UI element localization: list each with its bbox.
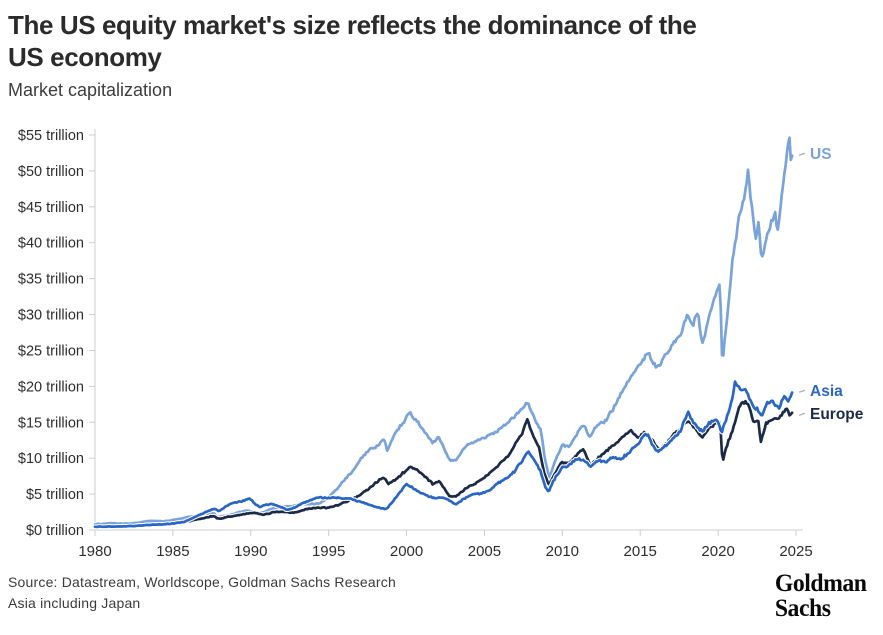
chart-series bbox=[92, 135, 795, 530]
source-line-1: Source: Datastream, Worldscope, Goldman … bbox=[8, 574, 396, 590]
x-tick-label: 1980 bbox=[78, 543, 111, 560]
y-axis-ticks: $0 trillion $5 trillion $10 trillion $15 tr… bbox=[18, 128, 95, 539]
x-tick-label: 1985 bbox=[156, 543, 189, 560]
x-tick-label: 2005 bbox=[468, 543, 501, 560]
chart-footer: Source: Datastream, Worldscope, Goldman … bbox=[8, 570, 867, 622]
asia-series-line bbox=[93, 380, 794, 529]
y-tick-label: $5 trillion bbox=[26, 487, 84, 503]
y-tick-label: $40 trillion bbox=[18, 236, 84, 252]
y-tick-label: $50 trillion bbox=[18, 164, 84, 180]
goldman-sachs-logo: Goldman Sachs bbox=[775, 570, 867, 622]
x-tick-label: 1990 bbox=[234, 543, 267, 560]
us-line-casing bbox=[92, 135, 795, 527]
y-tick-label: $10 trillion bbox=[18, 451, 84, 467]
chart-subtitle: Market capitalization bbox=[8, 79, 173, 100]
y-tick-label: $35 trillion bbox=[18, 272, 84, 288]
europe-label-leader-mark bbox=[798, 412, 806, 416]
y-tick-label: $30 trillion bbox=[18, 308, 84, 324]
us-label-leader-mark bbox=[798, 152, 806, 156]
europe-series-line bbox=[93, 399, 794, 529]
y-tick-label: $25 trillion bbox=[18, 343, 84, 359]
x-tick-label: 2015 bbox=[624, 543, 657, 560]
europe-series-label: Europe bbox=[810, 406, 864, 423]
chart-axes bbox=[94, 129, 803, 531]
x-tick-label: 1995 bbox=[312, 543, 345, 560]
x-axis-ticks: 1980 1985 1990 1995 2000 2005 2010 2015 2020 2025 bbox=[78, 530, 813, 560]
x-tick-label: 2020 bbox=[701, 543, 734, 560]
x-tick-label: 2025 bbox=[779, 543, 812, 560]
y-tick-label: $55 trillion bbox=[18, 128, 84, 144]
chart-header: The US equity market's size reflects the… bbox=[8, 10, 875, 101]
asia-label-leader-mark bbox=[798, 389, 806, 393]
x-tick-label: 2000 bbox=[390, 543, 423, 560]
x-tick-label: 2010 bbox=[546, 543, 579, 560]
y-tick-label: $15 trillion bbox=[18, 415, 84, 431]
logo-word-goldman: Goldman bbox=[775, 570, 867, 597]
europe-line-casing bbox=[92, 398, 795, 530]
logo-word-sachs: Sachs bbox=[775, 594, 832, 622]
series-end-labels: US Europe Asia bbox=[798, 146, 864, 423]
asia-line-casing bbox=[92, 379, 795, 530]
us-series-label: US bbox=[810, 146, 832, 163]
y-tick-label: $20 trillion bbox=[18, 379, 84, 395]
y-tick-label: $45 trillion bbox=[18, 200, 84, 216]
source-block: Source: Datastream, Worldscope, Goldman … bbox=[8, 572, 396, 614]
source-line-2: Asia including Japan bbox=[8, 595, 141, 611]
asia-series-label: Asia bbox=[810, 383, 843, 400]
us-series-line bbox=[93, 136, 794, 526]
y-tick-label: $0 trillion bbox=[26, 523, 84, 539]
chart-title: The US equity market's size reflects the… bbox=[8, 10, 697, 72]
